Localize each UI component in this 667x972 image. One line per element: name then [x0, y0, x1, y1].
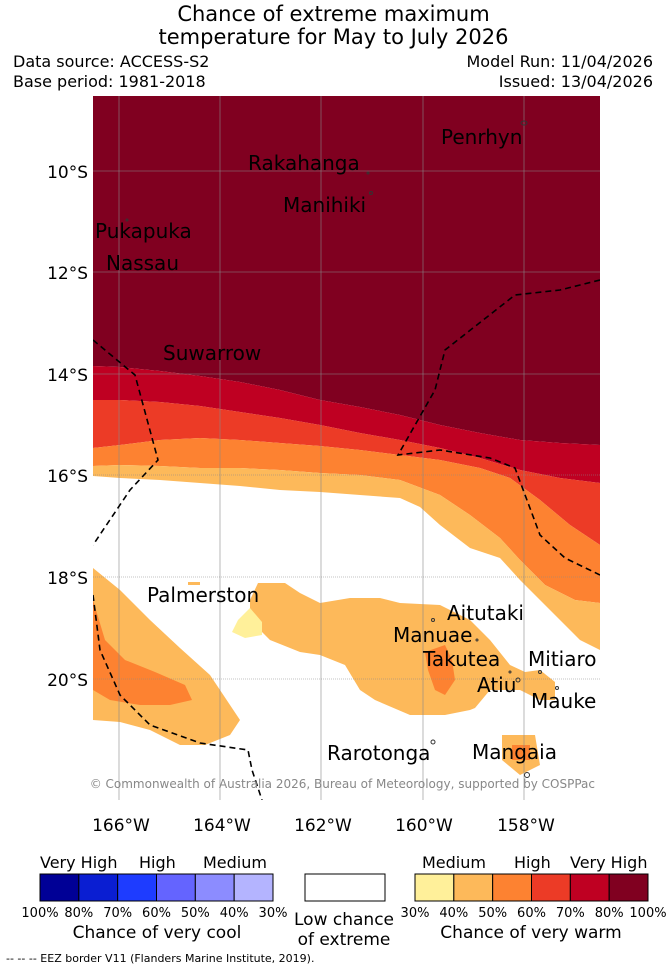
- y-tick: 16°S: [47, 467, 88, 487]
- patch-south-50: [425, 645, 455, 695]
- label-rarotonga: Rarotonga: [327, 741, 430, 765]
- island-markers: [125, 120, 559, 778]
- x-axis-ticks: 166°W 164°W 162°W 160°W 158°W: [92, 816, 555, 836]
- patch-south-30: [232, 608, 262, 638]
- legend-warm-swatch: [453, 873, 494, 902]
- legend-warm-header: High: [514, 853, 551, 872]
- legend-warm: Medium High Very High 30% 40% 50% 60% 70% 80%…: [401, 853, 667, 943]
- title-line-2: temperature for May to July 2026: [158, 25, 509, 49]
- legend-warm-title: Chance of very warm: [440, 923, 621, 943]
- label-mauke: Mauke: [531, 689, 596, 713]
- legend-warm-swatch: [531, 873, 571, 902]
- legend-cool-title: Chance of very cool: [73, 923, 242, 943]
- legend-cool-tick: 50%: [181, 906, 210, 921]
- legend-warm-swatch: [569, 873, 610, 902]
- legend-neutral: Low chance of extreme: [294, 873, 394, 950]
- place-labels: Penrhyn Rakahanga Manihiki Pukapuka Nass…: [95, 125, 597, 765]
- band-50-60: [93, 438, 600, 603]
- eez-border: [93, 279, 600, 800]
- legend-cool-header: Very High: [40, 853, 117, 872]
- label-mitiaro: Mitiaro: [528, 647, 597, 671]
- label-penrhyn: Penrhyn: [441, 125, 522, 149]
- band-40-50: [93, 465, 600, 650]
- legend-warm-tick: 100%: [629, 906, 666, 921]
- y-tick: 18°S: [47, 569, 88, 589]
- label-pukapuka: Pukapuka: [95, 219, 192, 243]
- label-rakahanga: Rakahanga: [248, 151, 360, 175]
- legend-cool-swatch: [233, 873, 274, 902]
- legend-warm-tick: 30%: [401, 906, 430, 921]
- y-tick: 12°S: [47, 264, 88, 284]
- label-aitutaki: Aitutaki: [447, 601, 524, 625]
- label-nassau: Nassau: [106, 251, 179, 275]
- x-tick: 160°W: [395, 816, 453, 836]
- legend-cool-tick: 80%: [64, 906, 93, 921]
- legend-cool-swatch: [117, 873, 157, 902]
- y-tick: 10°S: [47, 163, 88, 183]
- legend-cool-header: Medium: [203, 853, 267, 872]
- legend-cool-tick: 60%: [142, 906, 171, 921]
- model-run: Model Run: 11/04/2026: [466, 52, 654, 71]
- legend-warm-header: Medium: [422, 853, 486, 872]
- copyright-notice: © Commonwealth of Australia 2026, Bureau…: [90, 777, 595, 791]
- legend-cool-tick: 40%: [220, 906, 249, 921]
- gridlines: [93, 96, 600, 800]
- base-period: Base period: 1981-2018: [13, 72, 206, 91]
- label-mangaia: Mangaia: [472, 740, 557, 764]
- footer-eez-note: -- -- -- EEZ border V11 (Flanders Marine…: [6, 952, 314, 965]
- patch-mangaia-50: [512, 745, 530, 760]
- legend-warm-header: Very High: [570, 853, 647, 872]
- legend-cool-swatch: [194, 873, 235, 902]
- legend-cool-swatch: [156, 873, 196, 902]
- label-atiu: Atiu: [477, 673, 516, 697]
- title-line-1: Chance of extreme maximum: [177, 2, 490, 26]
- x-tick: 162°W: [294, 816, 352, 836]
- legend-cool-swatch: [78, 873, 119, 902]
- legend-cool-tick: 100%: [21, 906, 58, 921]
- legend-warm-tick: 40%: [439, 906, 468, 921]
- label-palmerston: Palmerston: [147, 583, 259, 607]
- label-takutea: Takutea: [422, 647, 500, 671]
- legend-warm-tick: 50%: [478, 906, 507, 921]
- patch-south-40: [250, 583, 555, 715]
- y-axis-ticks: 10°S 12°S 14°S 16°S 18°S 20°S: [47, 163, 88, 691]
- legend-cool-tick: 70%: [103, 906, 132, 921]
- x-tick: 166°W: [92, 816, 150, 836]
- data-source: Data source: ACCESS-S2: [13, 52, 210, 71]
- legend-warm-tick: 70%: [556, 906, 585, 921]
- legend-neutral-swatch: [304, 873, 386, 902]
- legend-cool-tick: 30%: [259, 906, 288, 921]
- legend-warm-swatch: [492, 873, 532, 902]
- legend-warm-swatch: [608, 873, 649, 902]
- legend-warm-swatch: [414, 873, 455, 902]
- legend-cool-swatch: [39, 873, 80, 902]
- legend-neutral-line1: Low chance: [294, 910, 394, 930]
- label-manihiki: Manihiki: [283, 193, 366, 217]
- x-tick: 158°W: [497, 816, 555, 836]
- y-tick: 14°S: [47, 366, 88, 386]
- y-tick: 20°S: [47, 671, 88, 691]
- label-suwarrow: Suwarrow: [163, 341, 261, 365]
- issued-date: Issued: 13/04/2026: [498, 72, 653, 91]
- legend-cool-header: High: [139, 853, 176, 872]
- x-tick: 164°W: [193, 816, 251, 836]
- legend-warm-tick: 80%: [595, 906, 624, 921]
- legend-neutral-line2: of extreme: [298, 930, 391, 950]
- legend-warm-tick: 60%: [517, 906, 546, 921]
- patch-small-40: [188, 582, 200, 585]
- label-manuae: Manuae: [393, 623, 472, 647]
- legend-cool: Very High High Medium 100% 80% 70% 60% 50% 40…: [21, 853, 287, 943]
- probability-field: [93, 96, 600, 800]
